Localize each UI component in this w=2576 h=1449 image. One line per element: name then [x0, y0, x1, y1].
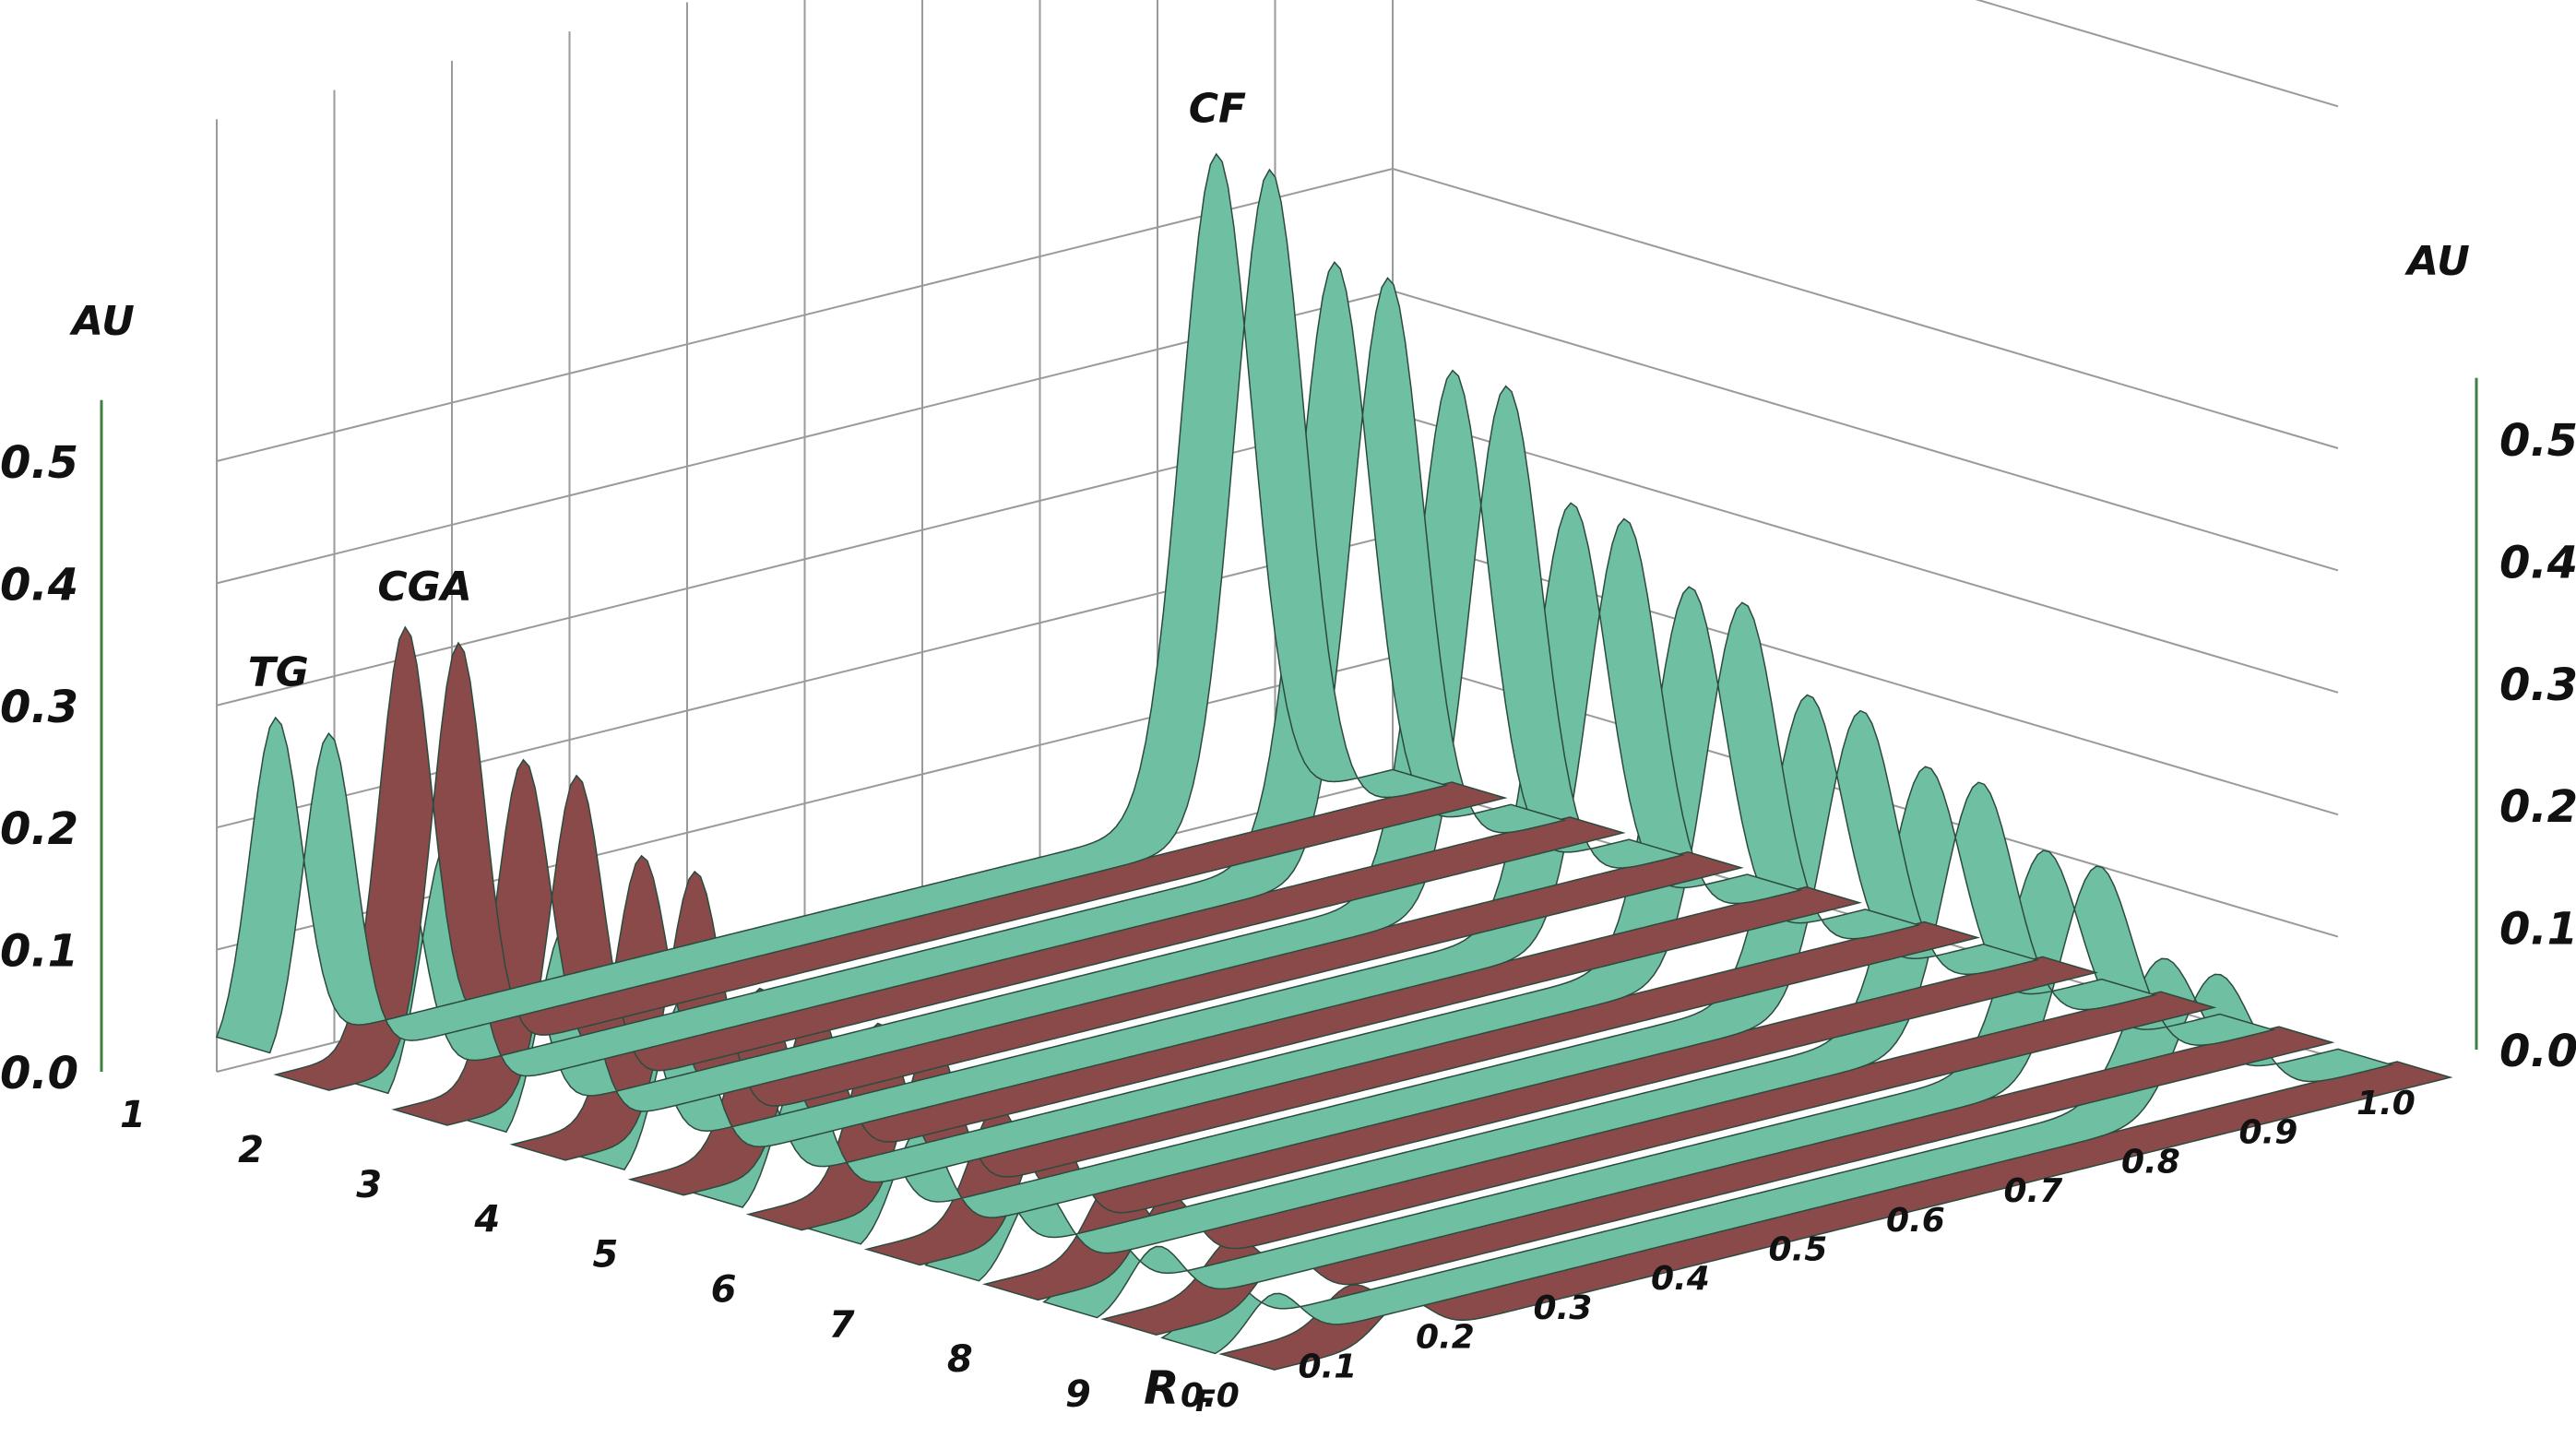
rf-tick-label: 0.8 — [2121, 1143, 2180, 1181]
x-axis-label-main: R — [1144, 1361, 1180, 1415]
rf-tick-label: 0.9 — [2239, 1114, 2298, 1152]
peak-label: TG — [248, 649, 309, 696]
label-layer: AU AU R F 0.0 0.0 0.1 0.1 0.2 0.2 0.3 0.3 0.4 0.4… — [0, 86, 2576, 1419]
track-label: 9 — [1065, 1373, 1091, 1416]
rf-tick-label: 0.3 — [1534, 1289, 1593, 1327]
x-axis-label: R F — [1144, 1361, 1216, 1419]
cf-tg-ribbon — [216, 152, 1449, 1054]
track-label: 6 — [711, 1268, 737, 1311]
rf-tick-label: 1.0 — [2356, 1085, 2416, 1122]
cf-tg-ribbon — [1160, 957, 2394, 1355]
grid-horizontal-side — [1392, 290, 2339, 572]
cf-tg-ribbon — [1042, 849, 2276, 1319]
y-tick-label-left: 0.0 — [0, 1048, 78, 1099]
peak-label: CF — [1189, 86, 1246, 133]
y-tick-label-left: 0.4 — [0, 559, 78, 611]
left-axis-label: AU — [69, 298, 135, 345]
y-tick-label-left: 0.3 — [0, 682, 78, 733]
grid-horizontal-side — [1392, 168, 2339, 449]
y-tick-label-left: 0.2 — [0, 803, 78, 855]
y-tick-label-right: 0.1 — [2499, 904, 2576, 956]
peak-label: CGA — [377, 564, 471, 611]
grid-top-edge — [1975, 0, 2339, 108]
track-label: 3 — [356, 1164, 382, 1206]
track-label: 8 — [947, 1338, 973, 1381]
y-tick-label-right: 0.0 — [2499, 1026, 2576, 1077]
rf-tick-label: 0.7 — [2004, 1172, 2063, 1210]
cf-tg-ribbon — [688, 586, 1922, 1208]
track-label: 1 — [120, 1094, 146, 1136]
track-label: 5 — [593, 1234, 619, 1277]
cf-tg-ribbon — [334, 261, 1567, 1095]
rf-tick-label: 0.6 — [1886, 1202, 1945, 1240]
y-tick-label-left: 0.1 — [0, 926, 78, 978]
y-tick-label-right: 0.4 — [2499, 537, 2576, 588]
rf-tick-label: 0.2 — [1416, 1319, 1475, 1357]
rf-tick-label: 0.4 — [1651, 1260, 1710, 1298]
y-tick-label-right: 0.2 — [2499, 781, 2576, 833]
y-tick-label-right: 0.5 — [2499, 415, 2576, 467]
right-axis-label: AU — [2404, 238, 2470, 285]
track-label: 4 — [473, 1199, 500, 1241]
grid-horizontal-back — [216, 168, 1394, 462]
track-label: 2 — [238, 1129, 264, 1171]
rf-tick-label: 0.1 — [1299, 1348, 1358, 1385]
rf-tick-label: 0.5 — [1769, 1231, 1828, 1269]
axis-layer — [100, 377, 2478, 1072]
cf-tg-ribbon — [924, 766, 2158, 1282]
series-layer — [216, 152, 2453, 1371]
y-tick-label-right: 0.3 — [2499, 659, 2576, 711]
y-tick-label-left: 0.5 — [0, 437, 78, 489]
grid-horizontal-side — [1392, 411, 2339, 694]
rf-tick-label: 0.0 — [1181, 1377, 1240, 1415]
x-axis-label-subscript: F — [1195, 1384, 1216, 1419]
track-label: 7 — [829, 1303, 855, 1346]
